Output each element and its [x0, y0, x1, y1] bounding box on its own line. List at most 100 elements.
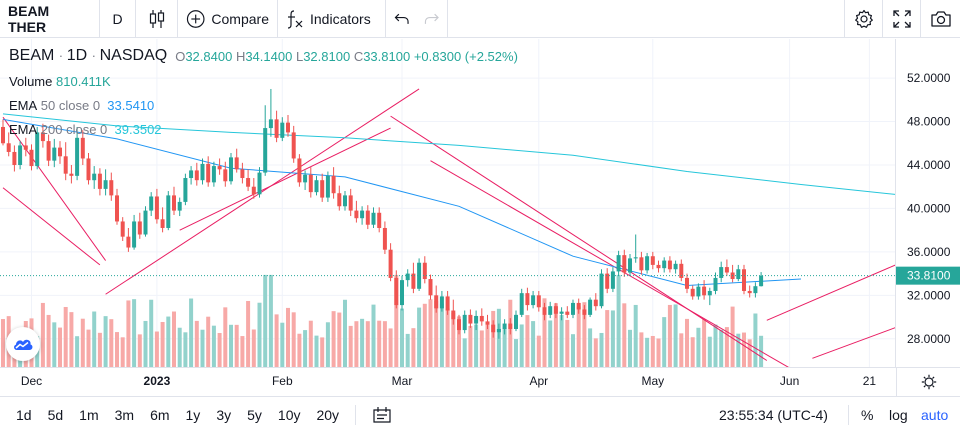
- volume-bar: [724, 327, 729, 367]
- legend-exchange: NASDAQ: [99, 47, 168, 64]
- range-button-1y[interactable]: 1y: [185, 407, 201, 423]
- volume-bar: [582, 302, 587, 367]
- volume-bar: [371, 304, 376, 367]
- volume-bar: [58, 327, 62, 367]
- candle-body: [377, 212, 382, 228]
- candle-body: [525, 293, 530, 306]
- interval-button[interactable]: D: [100, 0, 136, 38]
- price-chart[interactable]: [0, 39, 895, 367]
- indicators-button[interactable]: Indicators: [278, 0, 386, 38]
- candle-body: [143, 210, 148, 235]
- candle-body: [303, 174, 308, 183]
- range-button-5d[interactable]: 5d: [47, 407, 64, 423]
- snapshot-button[interactable]: [920, 0, 960, 38]
- candle-body: [559, 311, 564, 314]
- low-label: L: [295, 48, 304, 64]
- bottom-toolbar: 1d 5d 1m 3m 6m 1y 3y 5y 10y 20y 23:55:34 (UTC-4) …: [0, 396, 960, 433]
- volume-bar: [736, 333, 741, 367]
- candle-body: [86, 158, 91, 181]
- volume-bar: [519, 324, 524, 367]
- volume-bar: [457, 316, 461, 367]
- ema50-label: EMA: [9, 97, 38, 113]
- ema50-line: [2, 118, 802, 287]
- time-tick-label: Dec: [21, 374, 42, 388]
- volume-bar: [257, 302, 262, 367]
- volume-bar: [325, 322, 330, 367]
- legend-volume-row[interactable]: Volume 810.411K: [9, 69, 518, 93]
- candle-body: [605, 273, 610, 289]
- divider: [355, 405, 357, 425]
- candle-body: [46, 141, 51, 161]
- range-button-1m[interactable]: 1m: [79, 407, 99, 423]
- range-button-1d[interactable]: 1d: [16, 407, 32, 423]
- volume-bar: [667, 304, 672, 367]
- candle-body: [422, 262, 427, 280]
- percent-scale-button[interactable]: %: [861, 397, 873, 433]
- tradingview-logo-button[interactable]: [6, 327, 40, 361]
- legend-ema50-row[interactable]: EMA 50 close 0 33.5410: [9, 93, 518, 117]
- last-price-label: 33.8100: [907, 269, 951, 283]
- date-range-button[interactable]: [366, 406, 398, 424]
- calendar-range-icon: [373, 407, 391, 423]
- redo-icon[interactable]: [424, 12, 440, 26]
- auto-scale-button[interactable]: auto: [921, 397, 948, 433]
- chart-pane[interactable]: [0, 39, 895, 367]
- volume-bar: [268, 274, 273, 367]
- volume-bar: [211, 325, 216, 367]
- candle-body: [189, 170, 194, 179]
- volume-bar: [92, 311, 97, 367]
- compare-button[interactable]: Compare: [178, 0, 278, 38]
- candle-body: [132, 221, 137, 248]
- volume-bar: [217, 333, 222, 367]
- candle-body: [280, 122, 285, 138]
- time-tick-label: Feb: [272, 374, 293, 388]
- volume-bar: [645, 337, 650, 367]
- volume-bar: [177, 327, 182, 367]
- volume-bar: [679, 333, 684, 367]
- range-button-3y[interactable]: 3y: [216, 407, 232, 423]
- range-button-20y[interactable]: 20y: [316, 407, 340, 423]
- symbol-search[interactable]: BEAM THER: [0, 0, 100, 38]
- price-axis[interactable]: 52.0000 48.0000 44.0000 40.0000 36.0000 32.00…: [895, 39, 960, 367]
- volume-bar: [485, 323, 490, 367]
- log-scale-button[interactable]: log: [889, 397, 908, 433]
- volume-bar: [439, 303, 444, 367]
- chart-type-button[interactable]: [136, 0, 178, 38]
- range-button-6m[interactable]: 6m: [150, 407, 170, 423]
- range-button-3m[interactable]: 3m: [114, 407, 135, 423]
- undo-redo-group: [386, 0, 448, 38]
- volume-bar: [75, 336, 80, 367]
- clock[interactable]: 23:55:34 (UTC-4): [719, 397, 828, 433]
- candle-body: [479, 315, 484, 322]
- trendline: [430, 160, 789, 367]
- volume-bar: [639, 332, 644, 367]
- candle-body: [662, 260, 667, 269]
- candle-body: [474, 315, 479, 324]
- volume-bar: [46, 314, 51, 367]
- candle-body: [519, 293, 524, 315]
- candle-body: [713, 277, 718, 291]
- legend-ema200-row[interactable]: EMA 200 close 0 39.3502: [9, 117, 518, 141]
- chart-legend: BEAM · 1D · NASDAQ O32.8400 H34.1400 L32…: [9, 46, 518, 141]
- volume-bar: [223, 307, 228, 367]
- volume-bar: [411, 328, 416, 367]
- time-axis[interactable]: Dec 2023 Feb Mar Apr May Jun 21: [0, 367, 960, 396]
- volume-bar: [206, 316, 211, 367]
- volume-bar: [428, 299, 433, 367]
- candle-body: [263, 128, 268, 173]
- candle-body: [690, 288, 695, 297]
- volume-bar: [251, 329, 256, 367]
- range-button-10y[interactable]: 10y: [277, 407, 301, 423]
- candle-body: [571, 302, 575, 315]
- volume-bar: [183, 332, 188, 367]
- axis-settings-button[interactable]: [896, 368, 960, 396]
- range-button-5y[interactable]: 5y: [247, 407, 262, 423]
- candle-body: [80, 137, 85, 159]
- change-value: +0.8300 (+2.52%): [413, 48, 518, 64]
- legend-title[interactable]: BEAM · 1D · NASDAQ: [9, 47, 168, 64]
- settings-button[interactable]: [844, 0, 882, 38]
- undo-icon[interactable]: [394, 12, 410, 26]
- fullscreen-button[interactable]: [882, 0, 920, 38]
- volume-bar: [531, 321, 536, 367]
- sun-gear-icon: [921, 374, 936, 390]
